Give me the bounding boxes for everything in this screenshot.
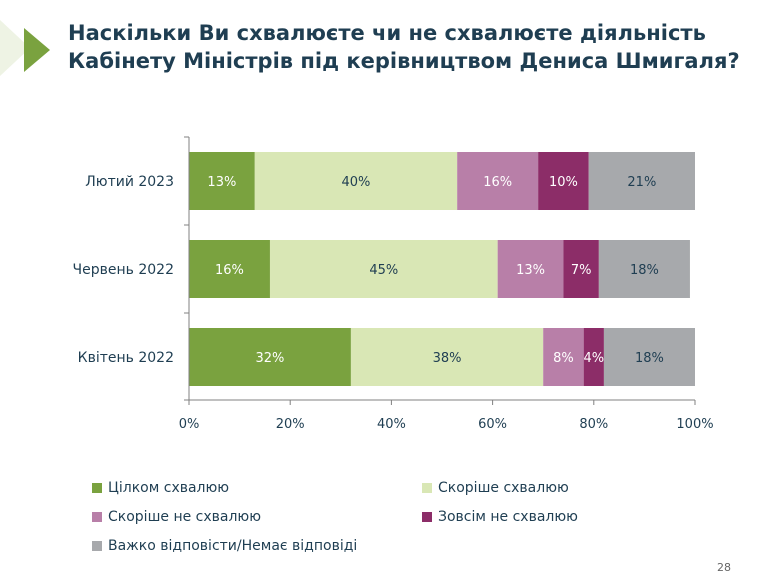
data-label: 8% [553, 351, 574, 366]
x-tick-label: 60% [478, 417, 507, 432]
bar-segment [254, 152, 458, 210]
bar-segment [189, 240, 270, 298]
data-label: 10% [549, 175, 578, 190]
decorative-arrow-icon [24, 28, 50, 72]
bar-segment [457, 152, 539, 210]
title-line-1: Наскільки Ви схвалюєте чи не схвалюєте д… [68, 21, 706, 45]
data-label: 21% [627, 175, 656, 190]
data-label: 45% [369, 263, 398, 278]
data-label: 16% [215, 263, 244, 278]
category-label: Лютий 2023 [85, 174, 174, 190]
data-label: 18% [635, 351, 664, 366]
x-tick-label: 20% [276, 417, 305, 432]
data-label: 40% [342, 175, 371, 190]
bar-segment [583, 328, 604, 386]
data-label: 13% [207, 175, 236, 190]
data-label: 4% [583, 351, 604, 366]
bar-segment [543, 328, 584, 386]
x-tick-label: 0% [179, 417, 200, 432]
title-line-2: Кабінету Міністрів під керівництвом Дени… [68, 49, 740, 73]
data-label: 7% [571, 263, 592, 278]
data-label: 18% [630, 263, 659, 278]
bar-segment [588, 152, 695, 210]
bar-segment [538, 152, 589, 210]
bar-segment [563, 240, 599, 298]
bar-segment [189, 328, 351, 386]
x-tick-label: 100% [676, 417, 713, 432]
bar-segment [603, 328, 695, 386]
page-number: 28 [717, 561, 731, 574]
data-label: 32% [256, 351, 285, 366]
data-label: 16% [483, 175, 512, 190]
bar-segment [598, 240, 690, 298]
data-label: 13% [516, 263, 545, 278]
bar-segment [497, 240, 564, 298]
category-label: Червень 2022 [73, 262, 174, 278]
data-label: 38% [433, 351, 462, 366]
bar-segment [269, 240, 498, 298]
x-tick-label: 80% [579, 417, 608, 432]
bar-segment [350, 328, 544, 386]
bar-segment [189, 152, 255, 210]
page-title: Наскільки Ви схвалюєте чи не схвалюєте д… [68, 19, 768, 75]
category-label: Квітень 2022 [78, 350, 174, 366]
x-tick-label: 40% [377, 417, 406, 432]
